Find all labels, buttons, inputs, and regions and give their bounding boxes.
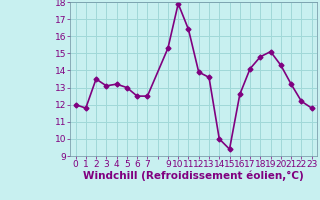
X-axis label: Windchill (Refroidissement éolien,°C): Windchill (Refroidissement éolien,°C) — [83, 171, 304, 181]
